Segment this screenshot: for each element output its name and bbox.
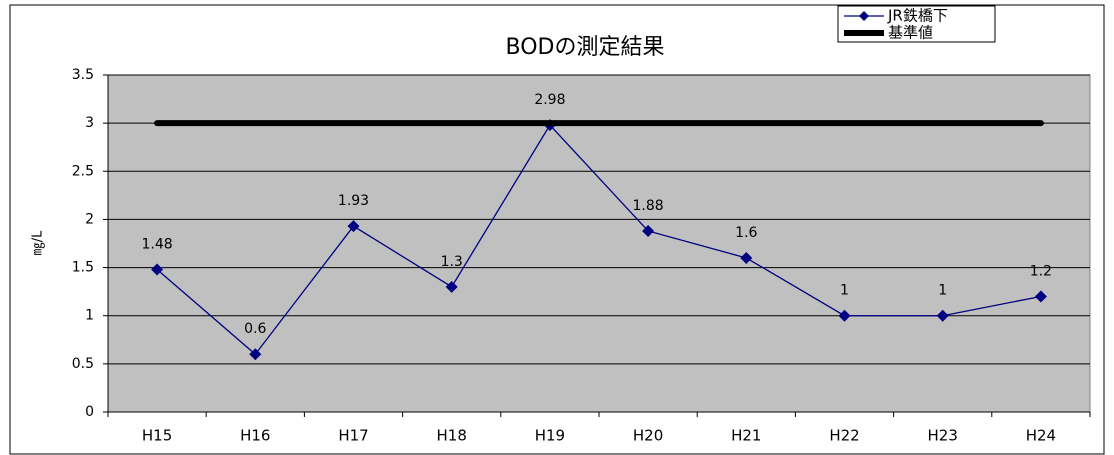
x-tick-label: H20 xyxy=(633,427,663,445)
chart-title: BODの測定結果 xyxy=(506,35,665,60)
marker xyxy=(1034,290,1047,303)
series-line xyxy=(156,123,1042,356)
marker xyxy=(838,309,851,322)
x-tick-label: H22 xyxy=(829,427,859,445)
marker xyxy=(445,280,458,293)
x-tick-label: H18 xyxy=(437,427,467,445)
data-label: 1.3 xyxy=(441,254,463,270)
marker xyxy=(249,348,262,361)
marker xyxy=(151,263,164,276)
marker xyxy=(936,309,949,322)
marker xyxy=(642,224,655,237)
y-tick-label: 3 xyxy=(85,115,94,131)
y-tick-label: 0 xyxy=(85,404,94,420)
x-tick-label: H23 xyxy=(928,427,958,445)
y-tick-label: 3.5 xyxy=(72,67,94,83)
x-tick-label: H24 xyxy=(1026,427,1056,445)
data-label: 1 xyxy=(938,283,947,299)
x-tick-label: H19 xyxy=(535,427,565,445)
data-label: 1.2 xyxy=(1030,263,1052,279)
y-tick-label: 1.5 xyxy=(72,260,94,276)
data-label: 1.6 xyxy=(735,225,757,241)
marker xyxy=(347,220,360,233)
y-axis-label: ㎎/L xyxy=(31,230,46,255)
data-label: 1.93 xyxy=(338,193,369,209)
data-label: 1.48 xyxy=(142,236,173,252)
y-tick-label: 2.5 xyxy=(72,163,94,179)
x-tick-label: H16 xyxy=(240,427,270,445)
data-label: 0.6 xyxy=(244,321,266,337)
data-label: 2.98 xyxy=(534,92,565,108)
x-tick-label: H21 xyxy=(731,427,761,445)
legend-label: JR鉄橋下 xyxy=(887,7,948,25)
y-tick-label: 1 xyxy=(85,308,94,324)
data-label: 1.88 xyxy=(633,198,664,214)
marker xyxy=(740,251,753,264)
legend-marker xyxy=(859,11,869,21)
x-tick-label: H17 xyxy=(338,427,368,445)
plot-area xyxy=(107,74,1091,413)
y-tick-label: 0.5 xyxy=(72,356,94,372)
legend-label: 基準値 xyxy=(888,24,933,42)
data-label: 1 xyxy=(840,283,849,299)
y-tick-label: 2 xyxy=(85,211,94,227)
x-tick-label: H15 xyxy=(142,427,172,445)
